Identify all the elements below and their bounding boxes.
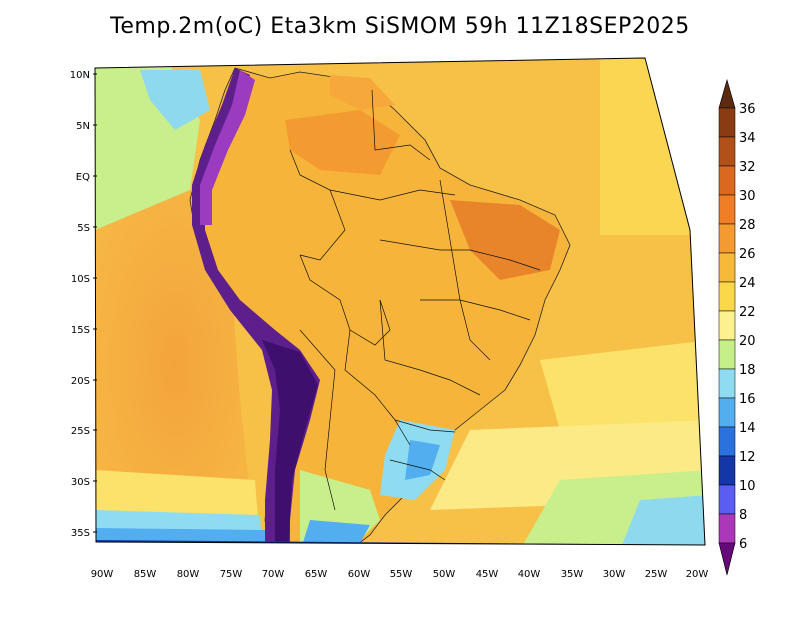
colorbar-bin-28-30 bbox=[718, 194, 736, 225]
border-brazil-argentina bbox=[394, 419, 456, 433]
lat-label-35s: 35S bbox=[71, 528, 90, 539]
lat-label-eq: EQ bbox=[76, 172, 90, 183]
colorbar-bin-20-22 bbox=[718, 310, 736, 341]
altiplano-coldest bbox=[262, 340, 318, 545]
colorbar-label-30: 30 bbox=[739, 189, 756, 204]
lon-label-75w: 75W bbox=[220, 569, 243, 580]
lon-label-90w: 90W bbox=[91, 569, 114, 580]
lon-label-20w: 20W bbox=[686, 569, 709, 580]
panama-cool-area bbox=[140, 70, 210, 130]
lat-label-30s: 30S bbox=[71, 477, 90, 488]
colorbar-bin-16-18 bbox=[718, 368, 736, 399]
colorbar-bottom-arrow bbox=[718, 542, 736, 576]
state-borders-3 bbox=[420, 299, 531, 321]
lat-label-10s: 10S bbox=[71, 274, 90, 285]
border-paraguay bbox=[344, 329, 411, 446]
colorbar-bin-30-32 bbox=[718, 165, 736, 196]
temperature-field bbox=[95, 58, 705, 545]
lat-axis: 10N 5N EQ 5S 10S 15S 20S 25S 30S 35S bbox=[70, 70, 97, 539]
lon-label-30w: 30W bbox=[603, 569, 626, 580]
colorbar-bin-34-36 bbox=[718, 107, 736, 138]
lon-label-35w: 35W bbox=[561, 569, 584, 580]
state-borders-5 bbox=[379, 299, 481, 396]
colorbar-label-34: 34 bbox=[739, 131, 756, 146]
north-atlantic-band bbox=[600, 58, 705, 235]
colorbar-bin-18-20 bbox=[718, 339, 736, 370]
colorbar-top-arrow bbox=[718, 78, 736, 109]
colorbar: 36 34 32 30 28 26 24 22 20 18 16 14 12 1… bbox=[718, 78, 756, 576]
lon-label-70w: 70W bbox=[262, 569, 285, 580]
colorbar-bin-26-28 bbox=[718, 223, 736, 254]
amazon-hot-area bbox=[285, 110, 400, 175]
lon-label-25w: 25W bbox=[645, 569, 668, 580]
lat-label-15s: 15S bbox=[71, 325, 90, 336]
colorbar-bin-14-16 bbox=[718, 397, 736, 428]
colorbar-label-18: 18 bbox=[739, 363, 756, 378]
colorbar-label-20: 20 bbox=[739, 334, 756, 349]
lon-axis: 90W 85W 80W 75W 70W 65W 60W 55W 50W 45W … bbox=[91, 569, 709, 580]
venezuela-warm-area bbox=[330, 75, 395, 110]
colorbar-bin-12-14 bbox=[718, 426, 736, 457]
lon-label-50w: 50W bbox=[433, 569, 456, 580]
lat-label-5s: 5S bbox=[77, 223, 90, 234]
colorbar-bin-6-8 bbox=[718, 513, 736, 544]
lon-label-40w: 40W bbox=[518, 569, 541, 580]
colorbar-label-26: 26 bbox=[739, 247, 756, 262]
lon-label-65w: 65W bbox=[305, 569, 328, 580]
colorbar-label-16: 16 bbox=[739, 392, 756, 407]
map-title: Temp.2m(oC) Eta3km SiSMOM 59h 11Z18SEP20… bbox=[110, 14, 690, 39]
colorbar-bin-24-26 bbox=[718, 252, 736, 283]
northeast-hot-area bbox=[450, 200, 560, 280]
colorbar-label-36: 36 bbox=[739, 102, 756, 117]
lon-label-60w: 60W bbox=[348, 569, 371, 580]
state-borders-2 bbox=[379, 239, 541, 271]
country-borders bbox=[289, 89, 541, 511]
lon-label-45w: 45W bbox=[476, 569, 499, 580]
colorbar-label-12: 12 bbox=[739, 450, 756, 465]
border-uruguay bbox=[389, 459, 446, 481]
colorbar-label-24: 24 bbox=[739, 276, 756, 291]
lat-label-5n: 5N bbox=[76, 121, 90, 132]
colorbar-label-14: 14 bbox=[739, 421, 756, 436]
southern-brazil-cold bbox=[405, 440, 440, 480]
state-borders-4 bbox=[329, 189, 456, 201]
colorbar-bin-22-24 bbox=[718, 281, 736, 312]
patagonia-cold bbox=[300, 520, 370, 545]
lat-label-20s: 20S bbox=[71, 376, 90, 387]
colorbar-label-22: 22 bbox=[739, 305, 756, 320]
lat-label-10n: 10N bbox=[70, 70, 90, 81]
colorbar-bin-8-10 bbox=[718, 484, 736, 515]
far-southeast-cold-band bbox=[620, 495, 705, 545]
colorbar-label-28: 28 bbox=[739, 218, 756, 233]
colorbar-bin-32-34 bbox=[718, 136, 736, 167]
lon-label-55w: 55W bbox=[390, 569, 413, 580]
colorbar-label-32: 32 bbox=[739, 160, 756, 175]
border-colombia-brazil bbox=[289, 149, 346, 261]
border-chile-argentina bbox=[299, 329, 336, 511]
colorbar-label-6: 6 bbox=[739, 537, 747, 552]
south-atlantic-band bbox=[540, 340, 705, 430]
border-guianas bbox=[371, 89, 431, 161]
northern-andes bbox=[200, 70, 255, 225]
lat-label-25s: 25S bbox=[71, 426, 90, 437]
colorbar-label-10: 10 bbox=[739, 479, 756, 494]
colorbar-label-8: 8 bbox=[739, 508, 747, 523]
colorbar-bin-10-12 bbox=[718, 455, 736, 486]
lon-label-80w: 80W bbox=[177, 569, 200, 580]
map-frame bbox=[94, 57, 706, 546]
lon-label-85w: 85W bbox=[134, 569, 157, 580]
